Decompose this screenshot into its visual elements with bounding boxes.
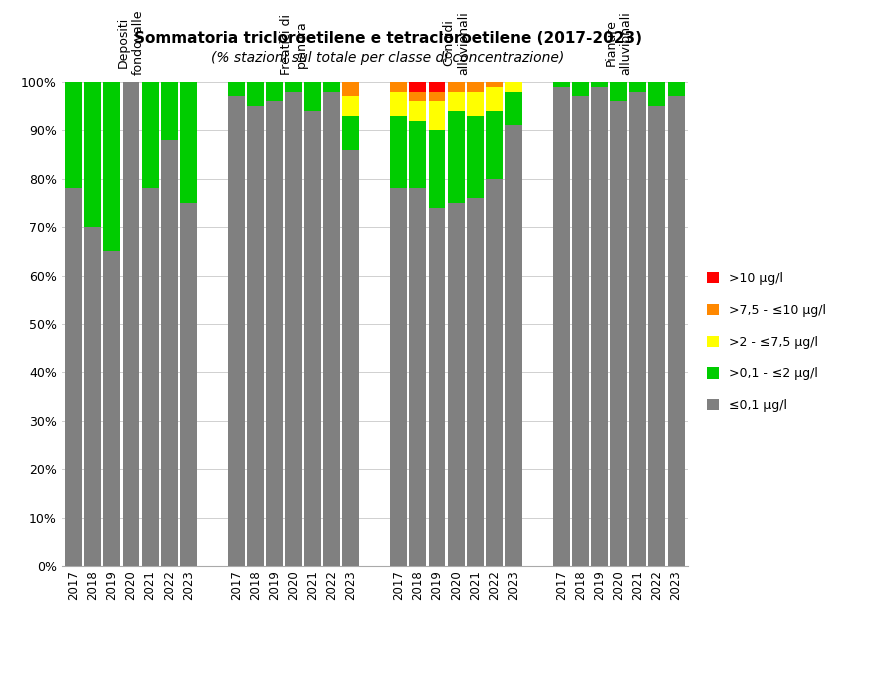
Bar xyxy=(390,91,407,116)
Bar xyxy=(304,82,321,111)
Bar xyxy=(161,140,178,566)
Bar xyxy=(342,116,360,149)
Bar xyxy=(553,87,570,566)
Bar xyxy=(390,82,407,91)
Bar xyxy=(486,111,503,179)
Bar xyxy=(448,82,465,91)
Bar xyxy=(390,188,407,566)
Bar xyxy=(668,96,684,566)
Bar xyxy=(648,106,665,566)
Bar xyxy=(505,82,522,91)
Bar xyxy=(161,82,178,140)
Bar xyxy=(448,203,465,566)
Bar xyxy=(142,188,159,566)
Bar xyxy=(390,116,407,188)
Bar xyxy=(180,82,197,203)
Bar xyxy=(123,82,139,566)
Bar xyxy=(429,82,445,91)
Bar xyxy=(304,111,321,566)
Bar xyxy=(266,82,283,101)
Bar xyxy=(342,149,360,566)
Bar xyxy=(409,91,426,101)
Bar xyxy=(409,82,426,91)
Bar xyxy=(448,91,465,111)
Bar xyxy=(142,82,159,188)
Bar xyxy=(103,252,120,566)
Text: Conoidi
alluvionali: Conoidi alluvionali xyxy=(442,11,470,75)
Bar xyxy=(409,101,426,121)
Bar xyxy=(467,91,483,116)
Bar xyxy=(247,82,264,106)
Bar xyxy=(429,208,445,566)
Bar xyxy=(429,91,445,101)
Bar xyxy=(429,101,445,130)
Bar xyxy=(467,198,483,566)
Bar xyxy=(65,188,82,566)
Bar xyxy=(572,96,589,566)
Bar xyxy=(467,116,483,198)
Bar xyxy=(610,82,627,101)
Text: (% stazioni sul totale per classe di concentrazione): (% stazioni sul totale per classe di con… xyxy=(212,51,564,65)
Bar xyxy=(448,111,465,203)
Bar xyxy=(505,91,522,125)
Bar xyxy=(342,96,360,116)
Bar xyxy=(180,203,197,566)
Bar xyxy=(610,101,627,566)
Bar xyxy=(85,227,101,566)
Bar xyxy=(429,130,445,208)
Bar xyxy=(486,179,503,566)
Bar xyxy=(228,96,244,566)
Text: Sommatoria tricloroetilene e tetracloroetilene (2017-2023): Sommatoria tricloroetilene e tetracloroe… xyxy=(134,31,642,46)
Bar xyxy=(591,82,608,87)
Bar xyxy=(103,82,120,252)
Bar xyxy=(572,82,589,96)
Bar xyxy=(65,82,82,188)
Bar xyxy=(648,82,665,106)
Bar xyxy=(467,82,483,91)
Bar xyxy=(486,87,503,111)
Bar xyxy=(553,82,570,87)
Bar xyxy=(285,91,302,566)
Bar xyxy=(630,91,647,566)
Bar xyxy=(630,82,647,91)
Bar xyxy=(591,87,608,566)
Bar xyxy=(486,82,503,87)
Bar xyxy=(247,106,264,566)
Bar xyxy=(409,121,426,188)
Bar xyxy=(505,125,522,566)
Bar xyxy=(342,82,360,96)
Bar xyxy=(228,82,244,96)
Bar xyxy=(285,82,302,91)
Bar xyxy=(324,91,340,566)
Text: Pianure
alluvionali: Pianure alluvionali xyxy=(605,11,632,75)
Bar xyxy=(324,82,340,91)
Legend: >10 μg/l, >7,5 - ≤10 μg/l, >2 - ≤7,5 μg/l, >0,1 - ≤2 μg/l, ≤0,1 μg/l: >10 μg/l, >7,5 - ≤10 μg/l, >2 - ≤7,5 μg/… xyxy=(706,272,826,412)
Text: Freatici di
pianura: Freatici di pianura xyxy=(280,14,308,75)
Bar xyxy=(266,101,283,566)
Bar xyxy=(409,188,426,566)
Bar xyxy=(85,82,101,227)
Bar xyxy=(668,82,684,96)
Text: Depositi
fondovalle: Depositi fondovalle xyxy=(117,10,145,75)
